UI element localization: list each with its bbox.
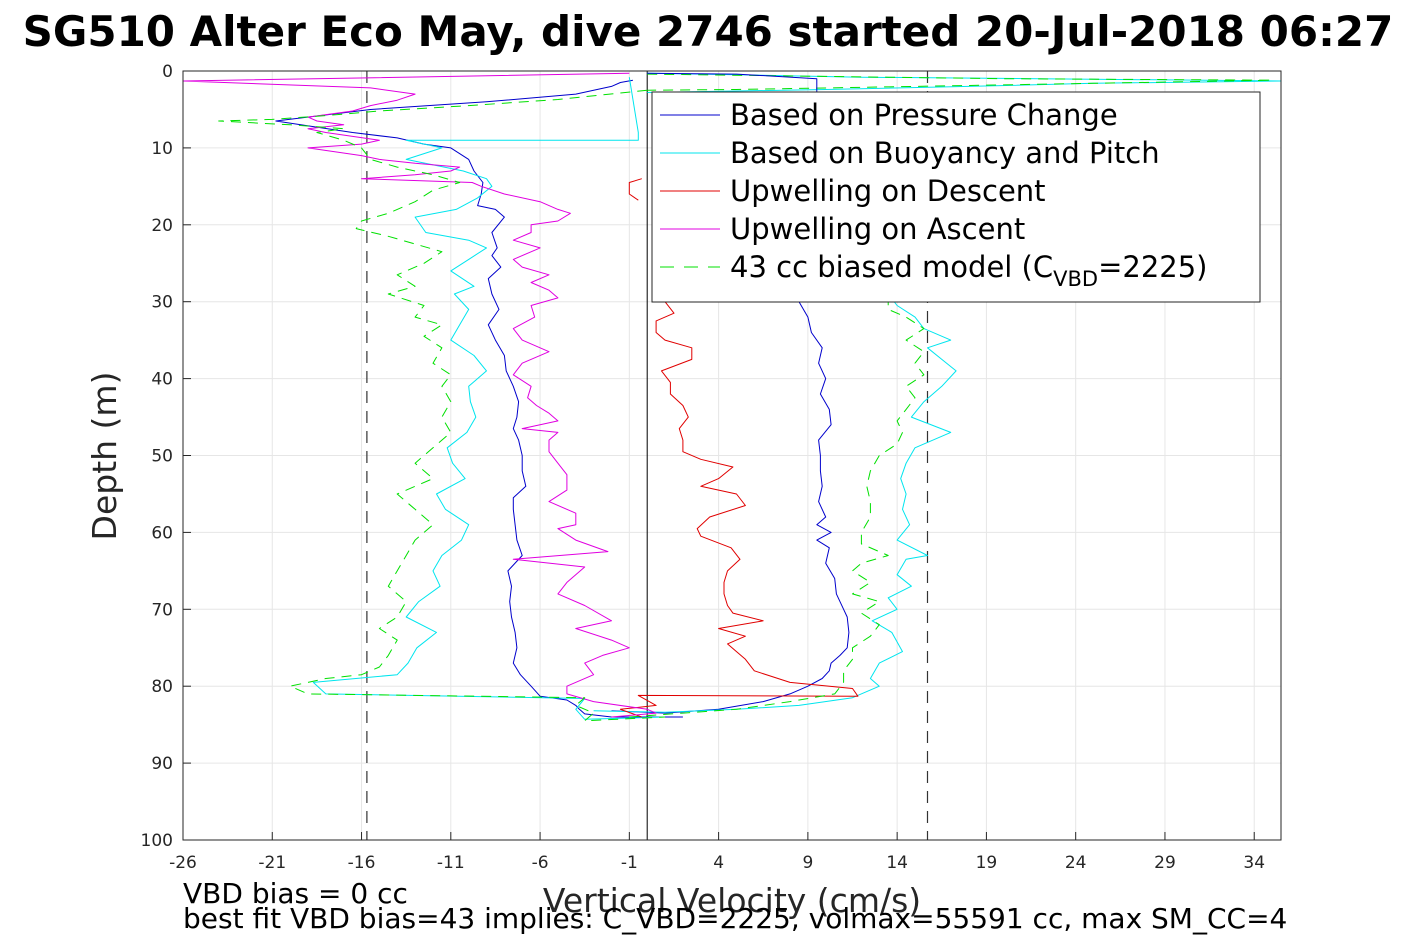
x-tick-label: -1 [621,853,638,873]
y-tick-label: 70 [151,600,173,620]
legend-entry: 43 cc biased model (CVBD=2225) [730,250,1208,291]
y-tick-label: 30 [151,293,173,313]
series-line [183,72,657,718]
y-axis-ticks: 0 10 20 30 40 50 60 70 80 90 100 [141,62,191,851]
x-tick-label: -16 [348,853,376,873]
series-line [628,178,642,201]
x-tick-label: 29 [1154,853,1176,873]
legend-entry-end: =2225) [1098,250,1207,284]
y-axis-label: Depth (m) [85,372,124,541]
series-line [619,293,859,718]
legend: Based on Pressure Change Based on Buoyanc… [651,91,1261,303]
series-line [218,89,666,722]
x-tick-label: -11 [437,853,465,873]
y-tick-label: 90 [151,754,173,774]
footer-line-1: VBD bias = 0 cc [183,877,408,910]
x-tick-label: -21 [258,853,286,873]
series-line [647,72,1281,93]
legend-entry-sub: VBD [1053,267,1098,291]
y-tick-label: 60 [151,523,173,543]
series-line [275,79,683,718]
chart-title: SG510 Alter Eco May, dive 2746 started 2… [23,7,1394,56]
legend-entry: Upwelling on Descent [730,174,1046,208]
x-tick-label: 14 [886,853,908,873]
y-tick-label: 80 [151,677,173,697]
x-tick-label: 24 [1065,853,1087,873]
legend-box [651,91,1261,303]
series-group [183,72,1281,722]
x-tick-label: -6 [532,853,549,873]
series-line [647,73,1273,91]
legend-entry: Based on Buoyancy and Pitch [730,136,1160,170]
series-line [647,72,818,98]
y-tick-label: 20 [151,216,173,236]
series-line [312,77,666,720]
y-tick-label: 50 [151,447,173,467]
footer-line-2: best fit VBD bias=43 implies: C_VBD=2225… [183,902,1287,935]
x-tick-label: 34 [1243,853,1265,873]
legend-entry: Based on Pressure Change [730,98,1118,132]
y-tick-label: 100 [141,831,173,851]
series-line [593,293,957,713]
y-tick-label: 0 [162,62,173,82]
legend-entry: Upwelling on Ascent [730,212,1025,246]
x-tick-label: 9 [802,853,813,873]
series-line [611,301,850,714]
x-tick-label: 19 [976,853,998,873]
x-axis-label: Vertical Velocity (cm/s) [543,881,921,920]
x-tick-label: -26 [169,853,197,873]
y-tick-label: 40 [151,370,173,390]
x-axis-ticks: -26 -21 -16 -11 -6 -1 4 9 14 19 24 29 34 [169,832,1265,873]
x-tick-label: 4 [713,853,724,873]
y-tick-label: 10 [151,139,173,159]
legend-entry-main: 43 cc biased model (C [730,250,1053,284]
